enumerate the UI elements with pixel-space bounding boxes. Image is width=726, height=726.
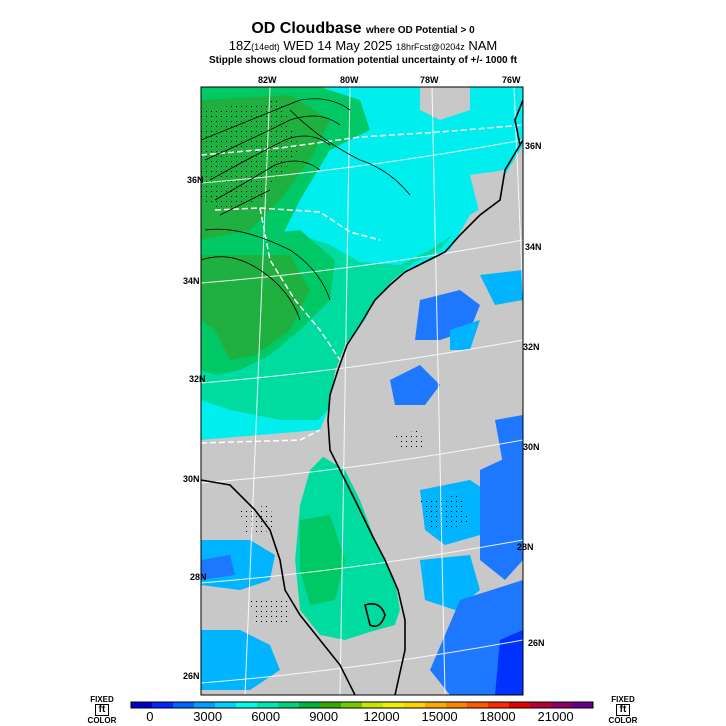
colorbar-tick-label: 18000 [479, 709, 516, 724]
lat-label-right: 28N [517, 542, 534, 552]
colorbar-swatch [509, 702, 531, 708]
colorbar-swatch [383, 702, 405, 708]
colorbar-swatch [236, 702, 258, 708]
title-main-sub: where OD Potential > 0 [366, 25, 475, 36]
colorbar-swatch [194, 702, 216, 708]
colorbar-tick-label: 21000 [537, 709, 574, 724]
colorbar-swatch [404, 702, 426, 708]
lat-label-left: 28N [190, 572, 207, 582]
terrain-contours [201, 98, 411, 321]
stipple-note: Stipple shows cloud formation potential … [208, 55, 518, 66]
coastline [201, 99, 523, 695]
colorbar-tick-label: 12000 [363, 709, 400, 724]
lon-label: 82W [258, 75, 277, 85]
colorbar-swatch [425, 702, 447, 708]
chart-title: OD Cloudbase where OD Potential > 0 [0, 20, 726, 38]
title-main: OD Cloudbase [251, 20, 362, 37]
colorbar-swatch [572, 702, 594, 708]
run-local: (14edt) [251, 42, 280, 52]
lat-label-right: 26N [528, 638, 545, 648]
map-field [201, 87, 523, 695]
fixed-label: FIXED [611, 695, 635, 704]
colorbar-swatch [257, 702, 279, 708]
colorbar-swatch [299, 702, 321, 708]
lat-label-right: 32N [523, 342, 540, 352]
colorbar-swatch [152, 702, 174, 708]
lat-label-left: 32N [189, 374, 206, 384]
colorbar-tick-label: 3000 [193, 709, 223, 724]
colorbar [130, 701, 594, 709]
forecast-hour: 18hrFcst@0204z [396, 42, 465, 52]
colorbar-outline [130, 701, 594, 709]
colorbar-swatch [551, 702, 573, 708]
colorbar-left-label: FIXED ft COLOR [84, 695, 120, 725]
run-time: 18Z [228, 38, 252, 53]
colorbar-swatch [530, 702, 552, 708]
lon-label: 80W [340, 75, 359, 85]
model-name: NAM [468, 38, 498, 53]
colorbar-swatch [173, 702, 195, 708]
colorbar-tick-label: 0 [146, 709, 154, 724]
lat-label-right: 36N [525, 141, 542, 151]
lat-label-left: 30N [183, 474, 200, 484]
color-label: COLOR [608, 716, 638, 725]
fixed-label: FIXED [90, 695, 114, 704]
colorbar-swatch [320, 702, 342, 708]
color-label: COLOR [87, 716, 117, 725]
colorbar-tick-label: 6000 [251, 709, 281, 724]
unit-label: ft [95, 704, 109, 716]
colorbar-swatch [341, 702, 363, 708]
state-boundaries [201, 124, 523, 444]
colorbar-swatch [446, 702, 468, 708]
forecast-date: WED 14 May 2025 [283, 38, 393, 53]
graticule [201, 87, 523, 695]
colorbar-swatch [278, 702, 300, 708]
colorbar-swatch [488, 702, 510, 708]
lat-label-left: 26N [183, 671, 200, 681]
lon-label: 76W [502, 75, 521, 85]
lat-label-right: 30N [523, 442, 540, 452]
lat-label-right: 34N [525, 242, 542, 252]
colorbar-swatch [467, 702, 489, 708]
colorbar-tick-label: 9000 [309, 709, 339, 724]
lat-label-left: 36N [187, 175, 204, 185]
chart-subtitle: 18Z(14edt) WED 14 May 2025 18hrFcst@0204… [0, 38, 726, 53]
colorbar-swatch [131, 702, 153, 708]
colorbar-swatch [215, 702, 237, 708]
lon-label: 78W [420, 75, 439, 85]
colorbar-tick-label: 15000 [421, 709, 458, 724]
lat-label-left: 34N [183, 276, 200, 286]
colorbar-right-label: FIXED ft COLOR [605, 695, 641, 725]
colorbar-swatch [362, 702, 384, 708]
unit-label: ft [616, 704, 630, 716]
